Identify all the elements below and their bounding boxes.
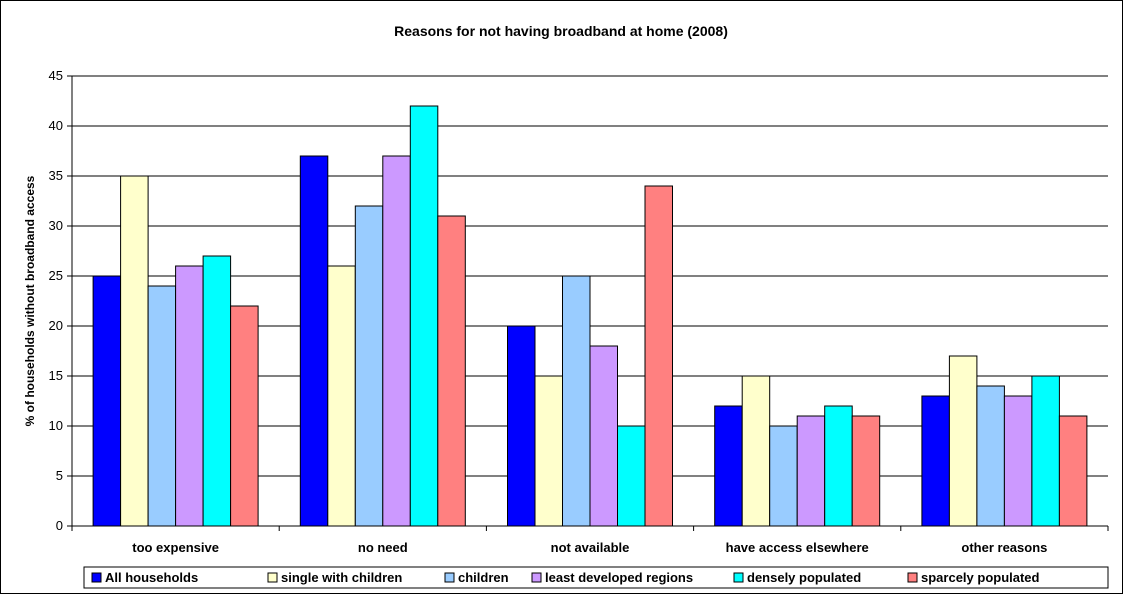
y-tick-label: 25: [49, 268, 63, 283]
y-axis-label: % of households without broadband access: [23, 175, 37, 426]
bar-2-5: [644, 185, 673, 527]
legend-box: [83, 566, 1109, 589]
legend-swatch: [531, 572, 542, 583]
bar-0-1: [120, 175, 149, 527]
legend-swatch: [91, 572, 102, 583]
bar-1-0: [299, 155, 329, 527]
chart-title: Reasons for not having broadband at home…: [394, 23, 728, 39]
bar-3-2: [769, 425, 798, 527]
y-tick-label: 40: [49, 118, 63, 133]
y-tick-label: 45: [49, 68, 63, 83]
bar-1-3: [382, 155, 411, 527]
y-tick-label: 15: [49, 368, 63, 383]
legend-label: least developed regions: [545, 570, 693, 585]
bar-0-4: [202, 255, 232, 527]
legend-label: densely populated: [747, 570, 861, 585]
bar-2-0: [507, 325, 536, 527]
y-tick-label: 30: [49, 218, 63, 233]
legend-label: single with children: [281, 570, 402, 585]
axes: 0 5 10 15 20 25 30 35 40 45 too expensive no need no…: [49, 68, 1109, 555]
bar-3-3: [796, 415, 826, 527]
bar-3-5: [851, 415, 881, 527]
x-tick-label: no need: [358, 540, 408, 555]
bar-3-1: [741, 375, 771, 527]
bar-1-4: [409, 105, 439, 527]
bar-0-2: [147, 285, 177, 527]
bar-0-3: [175, 265, 204, 527]
bar-0-5: [230, 305, 259, 527]
legend-swatch: [907, 572, 918, 583]
x-tick-label: have access elsewhere: [726, 540, 869, 555]
bar-4-4: [1031, 375, 1060, 527]
x-tick-label: other reasons: [961, 540, 1047, 555]
bar-2-2: [562, 275, 591, 527]
bar-4-0: [921, 395, 950, 527]
bars: [92, 105, 1088, 527]
x-tick-label: not available: [551, 540, 630, 555]
bar-4-5: [1058, 415, 1088, 527]
bar-2-4: [617, 425, 646, 527]
bar-4-1: [948, 355, 978, 527]
bar-1-5: [437, 215, 466, 527]
bar-2-1: [534, 375, 563, 527]
bar-3-0: [714, 405, 743, 527]
bar-1-1: [327, 265, 356, 527]
y-tick-label: 20: [49, 318, 63, 333]
y-tick-label: 5: [56, 468, 63, 483]
legend-swatch: [733, 572, 744, 583]
legend: All households single with children childr…: [83, 566, 1109, 589]
bar-0-0: [92, 275, 122, 527]
x-tick-label: too expensive: [132, 540, 219, 555]
bar-3-4: [824, 405, 853, 527]
bar-1-2: [354, 205, 384, 527]
bar-4-2: [976, 385, 1005, 527]
y-tick-label: 0: [56, 518, 63, 533]
legend-swatch: [444, 572, 455, 583]
legend-label: All households: [105, 570, 198, 585]
bar-2-3: [589, 345, 618, 527]
y-tick-label: 10: [49, 418, 63, 433]
legend-label: children: [458, 570, 509, 585]
bar-4-3: [1003, 395, 1033, 527]
y-tick-label: 35: [49, 168, 63, 183]
legend-label: sparcely populated: [921, 570, 1040, 585]
legend-swatch: [267, 572, 278, 583]
